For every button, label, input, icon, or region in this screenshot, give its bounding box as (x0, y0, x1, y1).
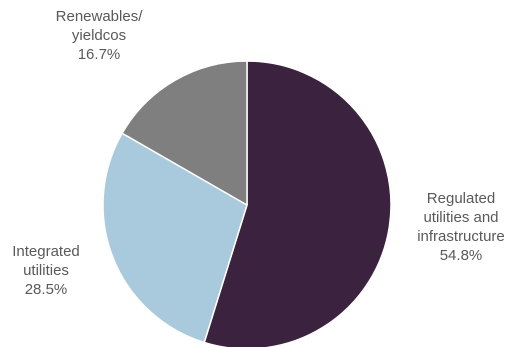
slice-label-renewables: Renewables/ yieldcos 16.7% (44, 7, 154, 64)
slice-label-regulated-line-2: utilities and (423, 209, 499, 226)
slice-label-renewables-value: 16.7% (77, 46, 121, 63)
slice-label-renewables-line-1: Renewables/ (55, 8, 143, 25)
slice-label-regulated-line-3: infrastructure (417, 228, 505, 245)
slice-label-regulated-line-1: Regulated (426, 190, 496, 207)
slice-label-regulated: Regulated utilities and infrastructure 5… (396, 189, 518, 265)
slice-label-integrated-line-2: utilities (23, 262, 69, 279)
slice-label-integrated-value: 28.5% (24, 281, 68, 298)
slice-label-integrated: Integrated utilities 28.5% (2, 242, 90, 299)
slice-label-integrated-line-1: Integrated (12, 243, 80, 260)
slice-label-regulated-value: 54.8% (439, 247, 483, 264)
pie-slice-integrated (102, 132, 248, 344)
pie-slice-renewables (121, 60, 248, 206)
slice-label-renewables-line-2: yieldcos (71, 27, 127, 44)
